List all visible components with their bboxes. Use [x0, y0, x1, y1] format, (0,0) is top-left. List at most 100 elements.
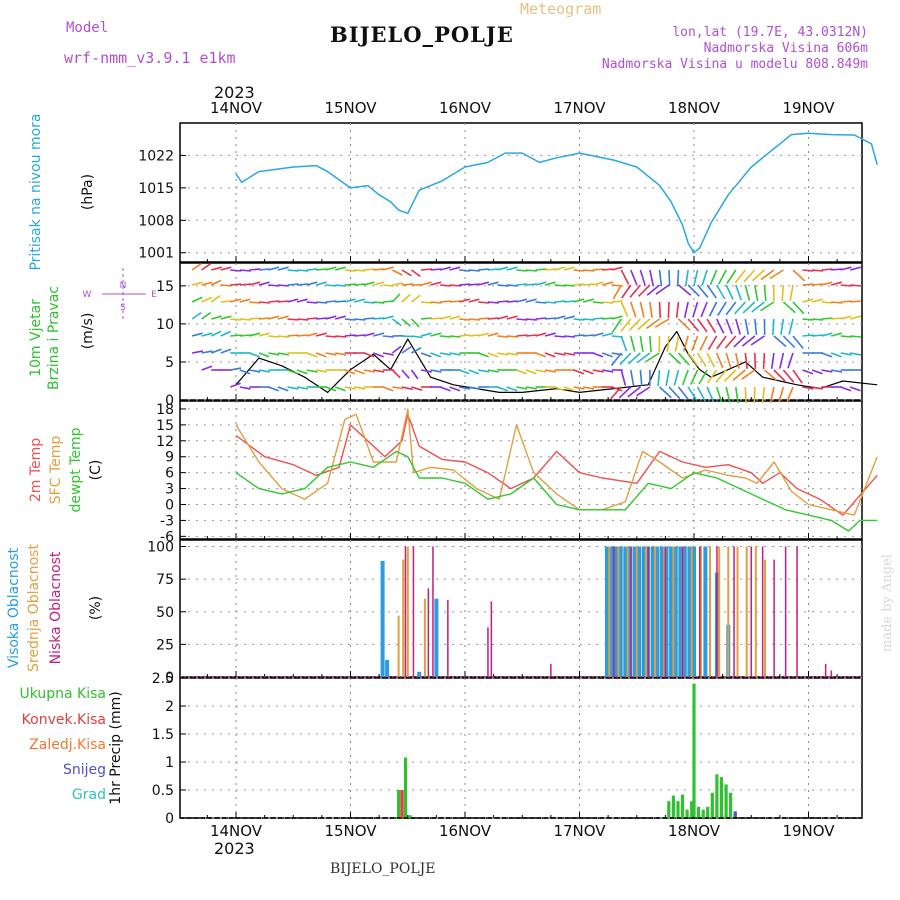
- wind-arrow: [592, 268, 604, 271]
- station-title: BIJELO_POLJE: [330, 22, 514, 47]
- wind-arrow: [458, 369, 470, 375]
- cloud-bar: [447, 600, 449, 677]
- wind-arrow: [287, 318, 299, 321]
- wind-arrow: [220, 266, 232, 271]
- wind-arrow: [583, 334, 595, 337]
- tsfc-axis-title: SFC Temp: [48, 436, 64, 505]
- precip-bar: [719, 777, 724, 818]
- wind-arrow: [782, 369, 795, 383]
- wind-arrow: [344, 283, 356, 286]
- precip-bar: [676, 801, 680, 818]
- y-tick-label: 3: [165, 482, 174, 498]
- wind-arrow: [344, 334, 356, 337]
- wind-arrow: [334, 386, 346, 392]
- wind-arrow: [646, 284, 661, 296]
- wind-arrow: [306, 317, 318, 320]
- wind-arrow: [316, 301, 328, 304]
- wind-arrow: [706, 284, 717, 299]
- wind-arrow: [744, 284, 751, 301]
- wind-arrow: [675, 301, 680, 318]
- wind-arrow: [850, 284, 862, 287]
- cloud-bar: [626, 546, 629, 677]
- wind-arrow: [420, 268, 433, 271]
- wind-arrow: [611, 318, 622, 333]
- elevation-label: Nadmorska Visina 606m: [703, 41, 868, 56]
- wind-arrow: [646, 318, 660, 330]
- cloud-bar: [644, 546, 647, 677]
- wind-arrow: [554, 386, 566, 392]
- wind-arrow: [709, 269, 718, 286]
- wind-arrow: [525, 318, 537, 321]
- wind-arrow: [610, 386, 622, 400]
- precip-legend-label: Konvek.Kisa: [22, 712, 106, 728]
- wind-arrow: [636, 386, 651, 397]
- wind-arrow: [677, 284, 692, 296]
- wind-arrow: [306, 332, 318, 337]
- wind-arrow: [477, 332, 490, 337]
- wind-arrow: [525, 283, 537, 286]
- day-label-bottom: 17NOV: [553, 822, 606, 840]
- wind-arrow: [592, 332, 604, 337]
- wind-arrow: [411, 294, 421, 303]
- wind-arrow: [573, 269, 585, 272]
- wind-arrow: [535, 352, 547, 358]
- pressure-line: [235, 132, 878, 254]
- wind-arrow: [693, 269, 699, 286]
- wind-arrow: [468, 386, 480, 390]
- wind-arrow: [621, 284, 632, 299]
- wind-arrow: [696, 386, 706, 402]
- wind-arrow: [554, 335, 566, 338]
- wind-arrow: [315, 332, 327, 337]
- wind-arrow: [830, 332, 843, 337]
- wind-arrow: [630, 301, 637, 318]
- wind-arrow: [802, 283, 814, 286]
- wind-arrow: [420, 301, 433, 304]
- dewpt-axis-title: dewpt Temp: [68, 427, 84, 512]
- wind-arrow: [792, 369, 803, 384]
- wind-arrow: [630, 269, 638, 286]
- panel-frame-wind: [179, 262, 863, 401]
- wind-arrow: [315, 369, 328, 373]
- wind-arrow: [649, 301, 653, 318]
- wind-arrow: [666, 335, 670, 352]
- cloud-bar: [736, 546, 739, 677]
- wind-arrow: [516, 269, 528, 272]
- wind-arrow: [698, 369, 708, 385]
- precip-bar: [733, 811, 737, 818]
- wind-arrow: [382, 352, 394, 356]
- wind-arrow: [612, 284, 622, 300]
- wind-arrow: [382, 284, 394, 287]
- cloud-bar: [655, 546, 660, 677]
- wind-arrow: [449, 284, 461, 287]
- wind-arrow: [725, 284, 734, 300]
- y-tick-label: 2.5: [152, 671, 174, 687]
- wind-arrow: [487, 352, 499, 358]
- cloud-bar: [764, 559, 766, 677]
- cloud-bar: [623, 546, 628, 677]
- y-tick-label: 15: [156, 279, 174, 295]
- wind-arrow: [627, 352, 641, 365]
- wind-arrow: [306, 369, 318, 373]
- wind-arrow: [459, 318, 471, 321]
- wind-arrow: [449, 335, 461, 338]
- day-label-bottom: 15NOV: [324, 822, 377, 840]
- cloud-high-axis-title: Visoka Oblacnost: [6, 547, 22, 668]
- wind-arrow: [840, 386, 852, 392]
- wind-arrow: [277, 284, 289, 287]
- cloud-bar: [427, 588, 430, 677]
- wind-arrow: [287, 298, 299, 303]
- wind-arrow: [611, 266, 623, 271]
- wind-arrow: [239, 369, 251, 375]
- cloud-bar: [404, 546, 407, 677]
- wind-arrow: [258, 281, 270, 286]
- wind-arrow: [516, 334, 528, 337]
- wind-arrow: [840, 352, 852, 356]
- wind-arrow: [220, 348, 232, 354]
- wind-arrow: [821, 281, 833, 286]
- precip-bar: [397, 790, 401, 818]
- wind-arrow: [792, 335, 804, 349]
- wind-arrow: [554, 300, 566, 303]
- wind-arrow: [602, 369, 614, 373]
- precip-bar: [710, 792, 714, 818]
